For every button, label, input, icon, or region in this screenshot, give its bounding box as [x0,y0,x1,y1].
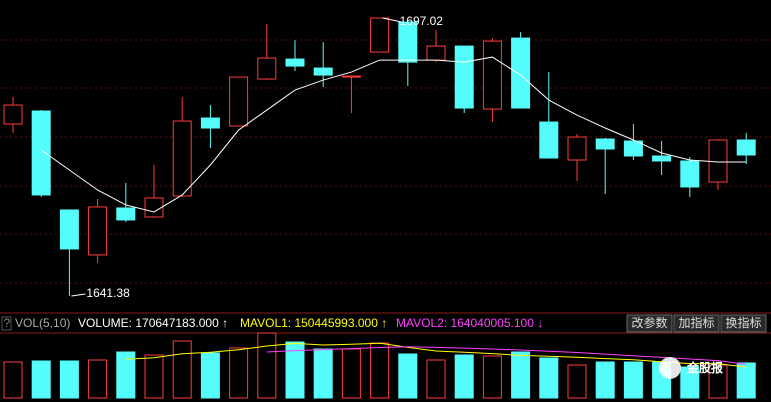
candle-body [88,206,108,256]
volume-bar [680,366,700,399]
candle-body [116,207,136,221]
candle-body [736,139,756,156]
legend-entry: MAVOL2: 164040005.100 ↓ [396,316,543,330]
candle-body [200,117,220,129]
volume-bar [736,362,756,399]
toolbar-button-label[interactable]: 换指标 [725,315,761,330]
candle-body [652,155,672,162]
low-annotation: 1641.38 [86,286,130,300]
candle-body [313,67,333,76]
watermark: 金股报 [686,360,723,375]
volume-bar [257,332,277,399]
volume-bar [88,359,108,399]
ma-line [40,56,747,213]
volume-bar [482,355,502,399]
annotation-arrow [71,293,86,297]
toolbar-button[interactable] [673,314,720,333]
candle-body [31,110,51,196]
candle-body [370,17,390,53]
candle-body [454,45,474,109]
legend-entry: MAVOL1: 150445993.000 ↑ [240,316,387,330]
candle-body [341,75,361,78]
high-annotation: 1697.02 [400,14,444,28]
candle-body [257,57,277,80]
help-box[interactable] [1,316,12,331]
annotation-arrow [382,17,402,23]
volume-bar [511,351,531,399]
candle-body [511,37,531,109]
watermark-icon [659,357,681,379]
candle-body [3,104,23,125]
candle-body [708,139,728,183]
candle-body [623,140,643,157]
indicator-name: VOL(5,10) [15,316,70,330]
candle-body [567,136,587,161]
volume-bar [116,351,136,399]
candle-body [680,160,700,188]
volume-bar [708,364,728,399]
volume-bar [539,357,559,399]
toolbar-button-label[interactable]: 改参数 [631,315,667,330]
volume-bar [31,360,51,399]
volume-bar [454,354,474,399]
volume-bar [200,352,220,399]
volume-bar [229,347,249,399]
volume-bar [59,360,79,399]
volume-bar [426,359,446,399]
mavol1-line [125,342,747,368]
volume-bar [623,361,643,399]
volume-bar [313,348,333,399]
candle-body [144,197,164,218]
volume-bar [595,361,615,399]
volume-bar [341,348,361,399]
candle-body [398,21,418,63]
candle-body [426,45,446,61]
volume-bar [144,354,164,399]
help-icon: ? [4,316,11,330]
candle-body [59,209,79,250]
candle-body [595,138,615,150]
toolbar-button[interactable] [626,314,673,333]
toolbar-button[interactable] [720,314,767,333]
legend-entry: VOLUME: 170647183.000 ↑ [78,316,228,330]
volume-bar [398,353,418,399]
candle-body [285,58,305,67]
candle-body [172,120,192,197]
toolbar-button-label[interactable]: 加指标 [678,315,714,330]
candle-body [539,121,559,159]
candle-body [482,40,502,110]
volume-bar [172,340,192,399]
candle-body [229,76,249,127]
volume-bar [370,342,390,399]
volume-bar [567,364,587,399]
volume-bar [3,361,23,399]
volume-bar [285,341,305,399]
